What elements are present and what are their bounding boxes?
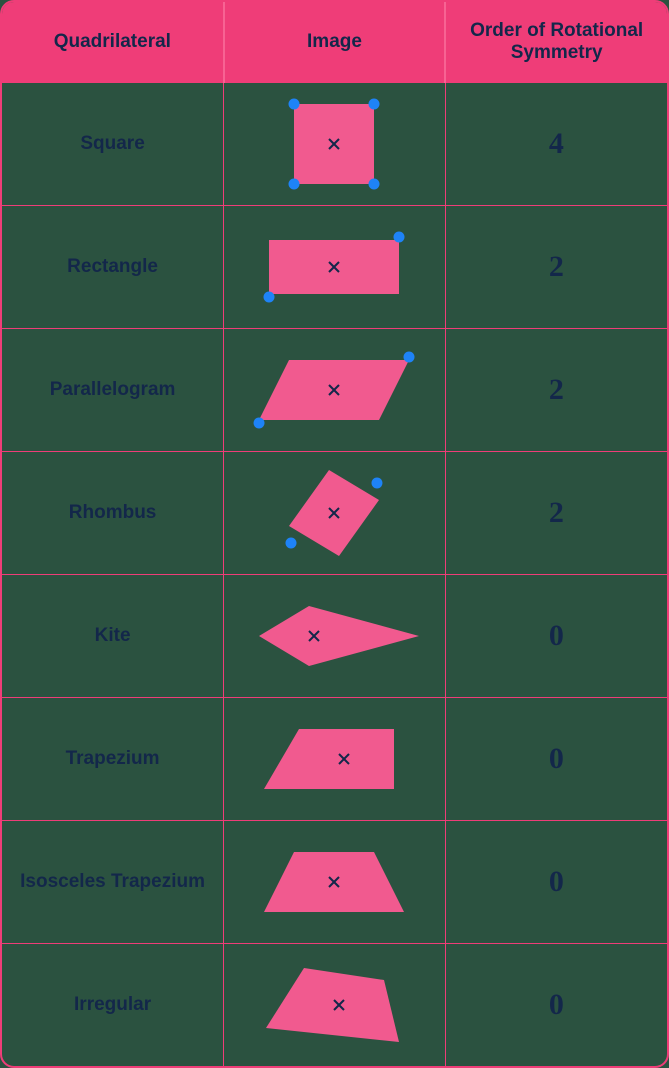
shape-name: Parallelogram <box>2 329 224 452</box>
shape-name: Irregular <box>2 944 224 1067</box>
table: Quadrilateral Image Order of Rotational … <box>2 2 667 1066</box>
table-row: Trapezium 0 <box>2 698 667 821</box>
rotational-order: 2 <box>445 206 667 329</box>
shape-image <box>224 821 446 944</box>
shape-name: Rhombus <box>2 452 224 575</box>
shape-image <box>224 698 446 821</box>
rotational-order: 2 <box>445 452 667 575</box>
rotational-order: 0 <box>445 944 667 1067</box>
header-row: Quadrilateral Image Order of Rotational … <box>2 2 667 83</box>
table-row: Rhombus 2 <box>2 452 667 575</box>
header-quadrilateral: Quadrilateral <box>2 2 224 83</box>
table-body: Square4Rectangle2Parallelogram2Rhombus2K… <box>2 83 667 1067</box>
shape-image <box>224 944 446 1067</box>
shape-name: Rectangle <box>2 206 224 329</box>
table-row: Square 4 <box>2 83 667 206</box>
table-row: Parallelogram 2 <box>2 329 667 452</box>
rotational-order: 2 <box>445 329 667 452</box>
table-row: Isosceles Trapezium 0 <box>2 821 667 944</box>
shape-image <box>224 329 446 452</box>
shape-name: Isosceles Trapezium <box>2 821 224 944</box>
table-row: Rectangle 2 <box>2 206 667 329</box>
rotational-order: 0 <box>445 575 667 698</box>
header-order: Order of Rotational Symmetry <box>445 2 667 83</box>
shape-image <box>224 206 446 329</box>
shape-image <box>224 452 446 575</box>
shape-image <box>224 575 446 698</box>
shape-name: Kite <box>2 575 224 698</box>
shape-name: Square <box>2 83 224 206</box>
symmetry-table: Quadrilateral Image Order of Rotational … <box>0 0 669 1068</box>
rotational-order: 4 <box>445 83 667 206</box>
rotational-order: 0 <box>445 821 667 944</box>
shape-name: Trapezium <box>2 698 224 821</box>
table-row: Irregular 0 <box>2 944 667 1067</box>
table-row: Kite 0 <box>2 575 667 698</box>
shape-image <box>224 83 446 206</box>
rotational-order: 0 <box>445 698 667 821</box>
header-image: Image <box>224 2 446 83</box>
